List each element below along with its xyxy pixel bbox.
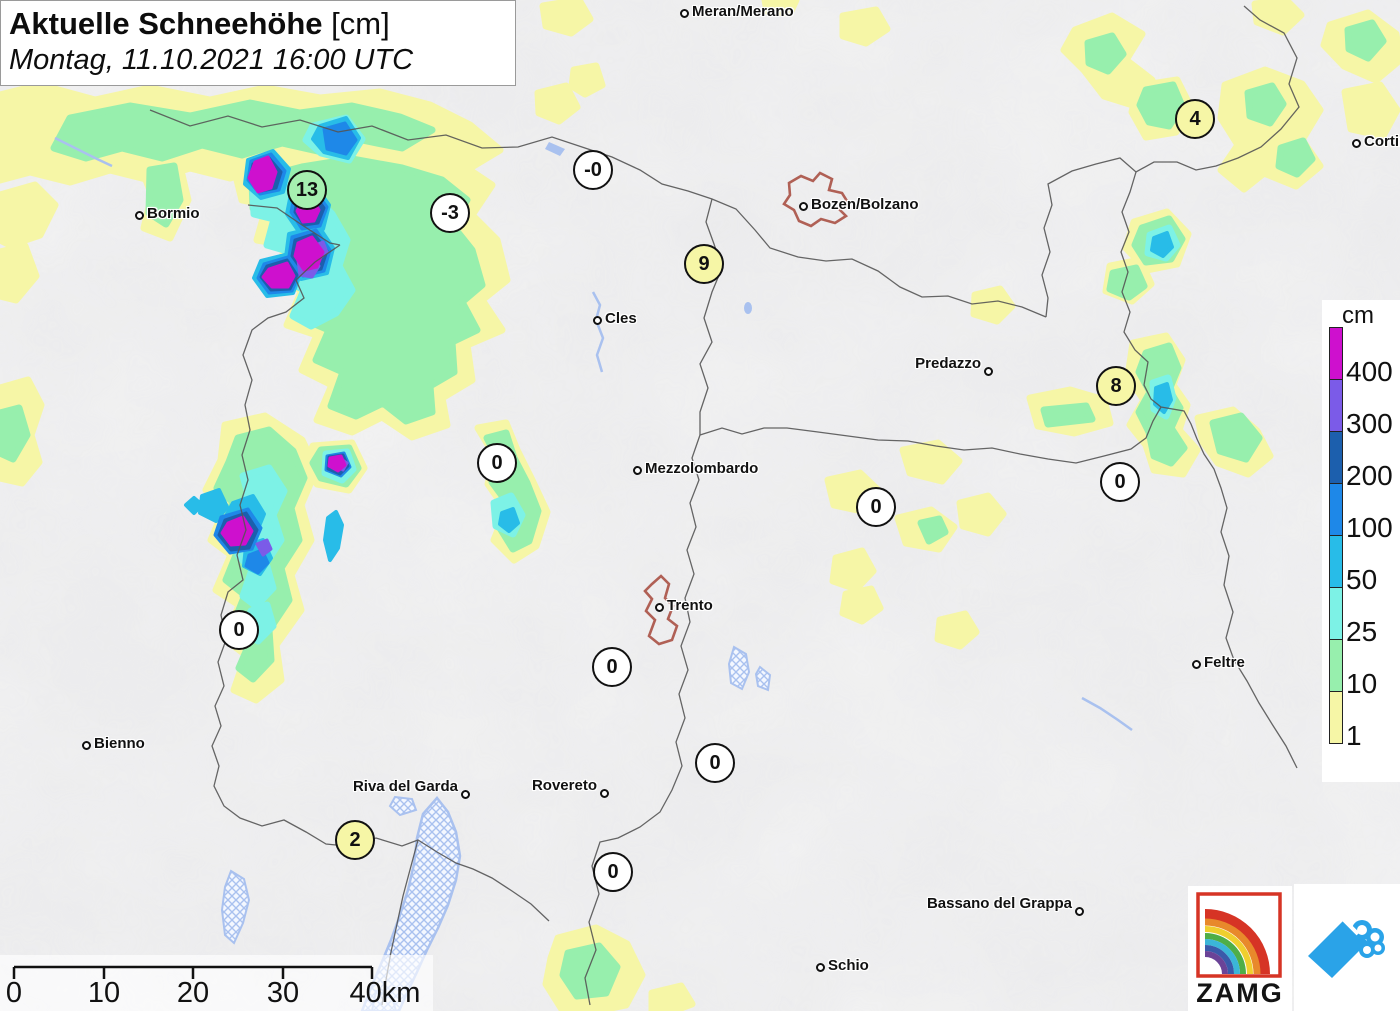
city-label: Bozen/Bolzano (811, 196, 919, 213)
legend-color-segment (1329, 535, 1343, 588)
river-piave (1081, 696, 1133, 732)
legend-color-segment (1329, 431, 1343, 484)
lake-tiny (744, 302, 752, 314)
bozen-boundary (782, 171, 849, 228)
station-snow-value: 0 (1100, 462, 1140, 502)
city-marker (654, 602, 664, 612)
legend-color-segment (1329, 691, 1343, 744)
legend-color-segment (1329, 639, 1343, 692)
legend-colorbar (1329, 327, 1343, 744)
station-snow-value: -0 (573, 150, 613, 190)
admin-borders (149, 5, 1300, 1006)
title-box: Aktuelle Schneehöhe [cm] Montag, 11.10.2… (0, 0, 516, 86)
station-snow-value: 9 (684, 244, 724, 284)
city-marker (815, 962, 825, 972)
city-label: Cortina (1364, 133, 1400, 150)
city-label: Cles (605, 310, 637, 327)
city-label: Mezzolombardo (645, 460, 759, 477)
city-label: Trento (667, 597, 713, 614)
city-marker (81, 740, 91, 750)
city-marker (1074, 906, 1084, 916)
legend-value-label: 200 (1346, 460, 1393, 491)
lake-ledro (388, 795, 418, 817)
station-snow-value: -3 (430, 193, 470, 233)
city-boundaries (643, 171, 849, 646)
zamg-logo: ZAMG (1188, 886, 1292, 1011)
legend-color-segment (1329, 483, 1343, 536)
station-snow-value: 0 (592, 647, 632, 687)
city-marker (134, 210, 144, 220)
scale-label: 10 (87, 977, 121, 1009)
station-snow-value: 8 (1096, 366, 1136, 406)
legend-color-segment (1329, 379, 1343, 432)
station-snow-value: 13 (287, 170, 327, 210)
station-snow-value: 2 (335, 820, 375, 860)
legend-value-label: 300 (1346, 408, 1393, 439)
map-subtitle: Montag, 11.10.2021 16:00 UTC (9, 44, 414, 76)
legend-value-label: 25 (1346, 616, 1378, 647)
lake-caldonazzo (727, 645, 751, 691)
river-nw (54, 136, 113, 168)
legend-value-label: 400 (1346, 356, 1393, 387)
lake-levico (754, 665, 772, 692)
snow-depth-legend: cm 400 300 200 100 50 25 10 1 (1322, 300, 1400, 782)
station-snow-value: 0 (219, 610, 259, 650)
legend-color-segment (1329, 327, 1343, 380)
station-snow-value: 4 (1175, 99, 1215, 139)
zamg-logo-text: ZAMG (1196, 978, 1284, 1008)
trento-boundary (643, 574, 679, 646)
map-title: Aktuelle Schneehöhe [cm] (9, 6, 390, 41)
city-label: Meran/Merano (692, 3, 794, 20)
city-label: Predazzo (915, 355, 981, 372)
legend-color-segment (1329, 587, 1343, 640)
lake-idro (220, 869, 251, 945)
city-label: Bienno (94, 735, 145, 752)
scale-label: 20 (176, 977, 210, 1009)
city-marker (599, 788, 609, 798)
station-snow-value: 0 (477, 443, 517, 483)
partner-logo (1294, 884, 1400, 1011)
city-marker (798, 201, 808, 211)
legend-value-label: 10 (1346, 668, 1378, 699)
city-marker (592, 315, 602, 325)
legend-value-label: 100 (1346, 512, 1393, 543)
city-marker (1191, 659, 1201, 669)
station-snow-value: 0 (593, 852, 633, 892)
scale-label: 0 (5, 977, 23, 1009)
legend-value-label: 1 (1346, 720, 1362, 751)
legend-unit-label: cm (1342, 302, 1374, 329)
city-label: Bormio (147, 205, 200, 222)
city-marker (460, 789, 470, 799)
river-noce (591, 291, 605, 373)
blue-mountain-icon (1308, 916, 1385, 978)
city-marker (679, 8, 689, 18)
city-label: Rovereto (531, 777, 597, 794)
city-marker (632, 465, 642, 475)
scale-label: 30 (266, 977, 300, 1009)
station-snow-value: 0 (695, 743, 735, 783)
map-scale-bar: 0 10 20 30 40km (0, 955, 433, 1011)
station-snow-value: 0 (856, 487, 896, 527)
city-label: Feltre (1204, 654, 1245, 671)
lake-resia (545, 142, 565, 156)
city-label: Schio (828, 957, 869, 974)
city-marker (1351, 138, 1361, 148)
city-label: Riva del Garda (352, 778, 458, 795)
legend-value-label: 50 (1346, 564, 1378, 595)
city-marker (983, 366, 993, 376)
city-label: Bassano del Grappa (926, 895, 1072, 912)
scale-bar-graphic (12, 965, 374, 979)
scale-label: 40km (349, 977, 421, 1009)
zamg-rainbow-icon (1196, 892, 1282, 978)
